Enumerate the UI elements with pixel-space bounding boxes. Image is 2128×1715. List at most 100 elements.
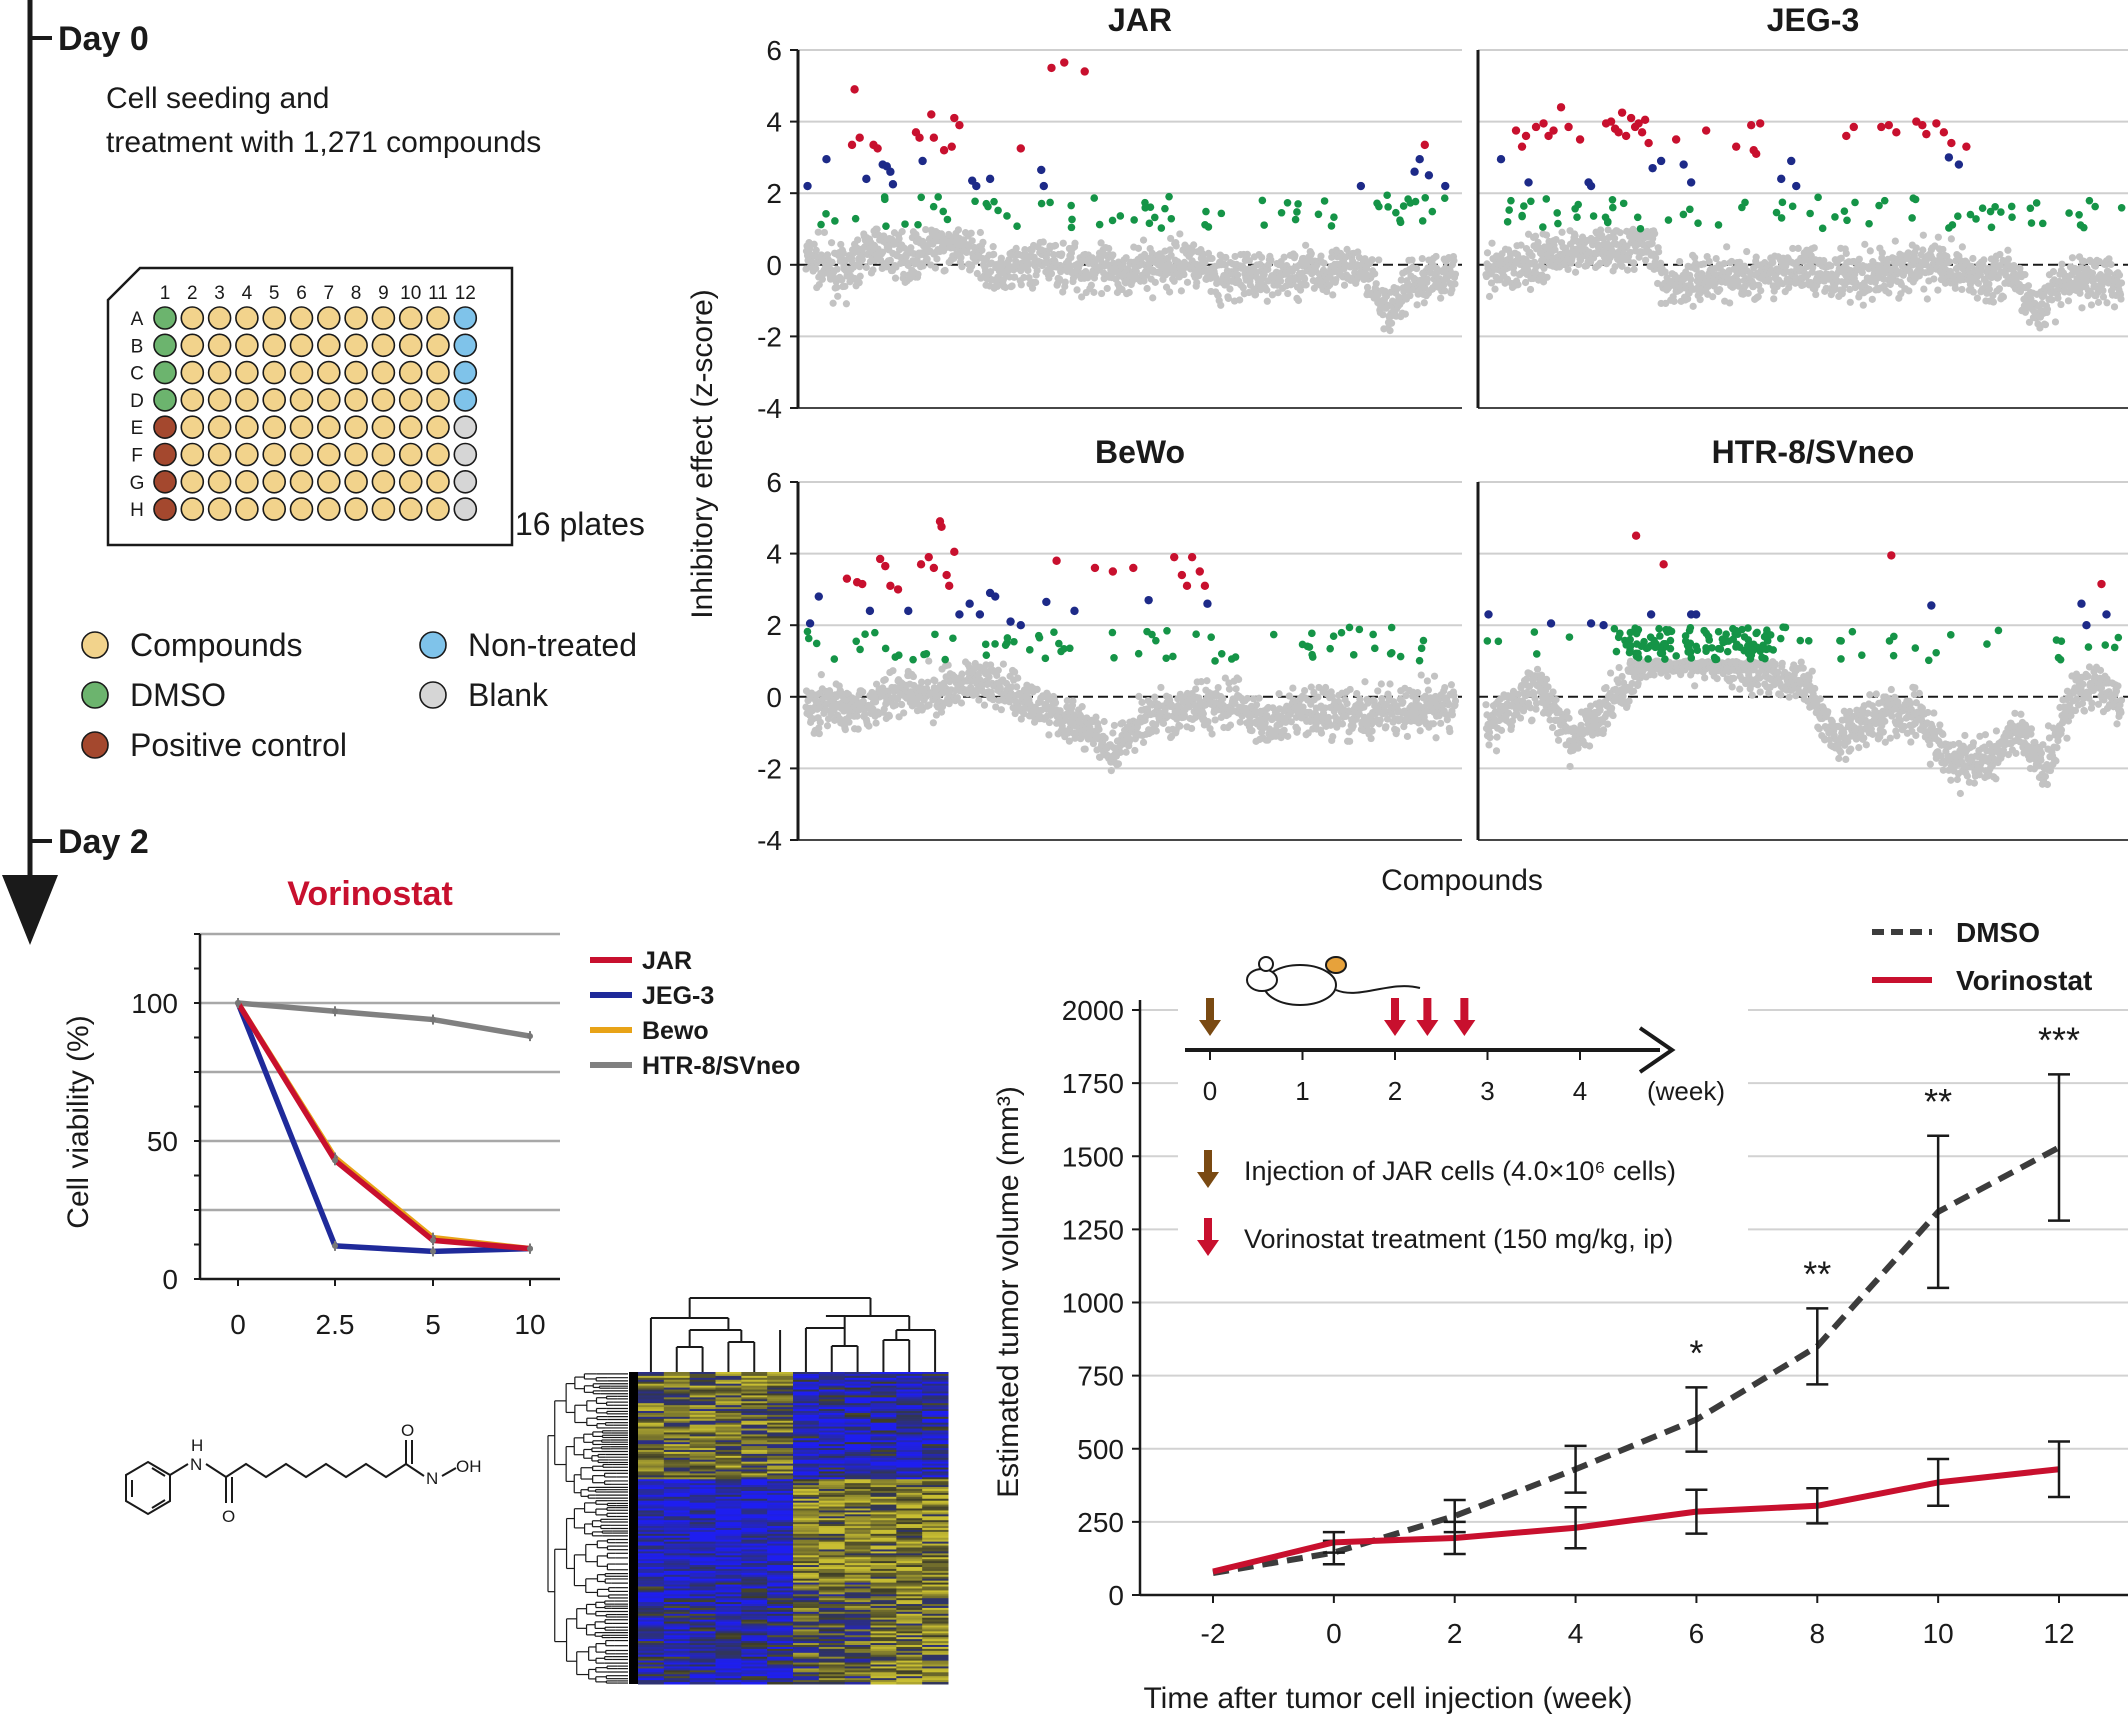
compound-point — [2117, 279, 2126, 287]
compound-point — [997, 706, 1005, 714]
compound-point — [834, 292, 842, 300]
compound-point — [872, 719, 880, 727]
compound-point — [1058, 250, 1066, 258]
compound-point-blue — [1356, 181, 1366, 191]
compound-point — [1013, 683, 1021, 691]
compound-point-green — [1411, 197, 1420, 206]
compound-point — [1611, 234, 1619, 242]
compound-point — [1201, 258, 1209, 267]
plate-well — [235, 442, 259, 467]
compound-point — [1947, 235, 1955, 243]
compound-point-green — [1404, 195, 1412, 203]
plate-well — [453, 306, 478, 330]
compound-point-green — [1840, 207, 1849, 215]
compound-point — [1691, 682, 1699, 690]
compound-point — [1325, 713, 1333, 722]
plate-well — [426, 469, 450, 494]
compound-point-green — [1392, 208, 1400, 217]
compound-point — [818, 275, 826, 283]
compound-point — [975, 696, 983, 704]
compound-point — [1291, 252, 1299, 260]
compound-point — [1712, 254, 1720, 263]
compound-point-green — [984, 202, 992, 211]
compound-point-green — [1130, 216, 1138, 224]
compound-point — [1109, 729, 1117, 737]
compound-point-green — [1003, 212, 1011, 220]
compound-point — [1549, 688, 1557, 696]
compound-point-green — [1503, 218, 1512, 226]
plate-well — [371, 415, 396, 440]
compound-point-green — [1217, 209, 1226, 218]
compound-point-red — [950, 113, 959, 123]
compound-point — [2064, 297, 2073, 305]
scatter-points — [802, 517, 1460, 775]
compound-point — [1625, 697, 1633, 705]
compound-point — [994, 666, 1002, 674]
compound-point-blue — [1656, 156, 1666, 166]
compound-point — [1109, 251, 1117, 259]
panel-title: BeWo — [1095, 434, 1185, 470]
compound-point — [1730, 674, 1738, 682]
compound-point — [1289, 684, 1297, 692]
compound-point-green — [1068, 215, 1076, 224]
compound-point — [917, 678, 926, 686]
compound-point — [1437, 294, 1445, 302]
plate-well — [398, 442, 423, 467]
compound-point — [827, 239, 836, 247]
plate-well — [207, 442, 232, 467]
compound-point-green — [2008, 213, 2016, 221]
compound-point — [856, 263, 864, 271]
compound-point — [933, 255, 941, 263]
compound-point — [1139, 738, 1148, 746]
scatter-points — [1482, 103, 2126, 332]
compound-point — [1280, 253, 1288, 261]
plate-well — [453, 360, 478, 385]
compound-point — [1103, 284, 1111, 293]
y-tick-label: -4 — [757, 825, 782, 856]
compound-point-green — [1329, 632, 1338, 640]
compound-point — [900, 270, 908, 278]
compound-point — [1368, 727, 1376, 735]
plate-col-label: 11 — [428, 283, 448, 304]
compound-point — [891, 274, 900, 282]
compound-point — [1676, 258, 1684, 266]
compound-point — [2068, 254, 2077, 262]
plate-well — [426, 306, 450, 330]
scatter-panel: JEG-3 — [1476, 2, 2128, 409]
compound-point-green — [1880, 196, 1889, 205]
compound-point — [1696, 295, 1704, 304]
compound-point — [1611, 262, 1619, 271]
plate-well — [344, 415, 368, 440]
compound-point-red — [1182, 581, 1192, 591]
compound-point — [1132, 267, 1140, 276]
compound-point-green — [2026, 204, 2035, 213]
compound-point — [1239, 284, 1247, 292]
compound-point-red — [950, 547, 959, 557]
compound-point-green — [2038, 219, 2047, 228]
plate-well — [371, 442, 396, 467]
compound-point-green — [1539, 223, 1547, 231]
plate-col-label: 5 — [269, 283, 280, 304]
compound-point — [1152, 727, 1160, 735]
compound-point-green — [1369, 630, 1377, 639]
compound-point-green — [822, 210, 830, 218]
compound-point-green — [1440, 194, 1449, 202]
compound-point-green — [1664, 216, 1673, 224]
compound-point — [907, 244, 915, 252]
plate-well — [398, 388, 423, 412]
compound-point-green — [1095, 220, 1104, 229]
compound-point-green — [1505, 206, 1513, 214]
compound-point — [1248, 727, 1256, 735]
compound-point — [1418, 254, 1426, 263]
compound-point — [997, 254, 1005, 262]
compound-point — [929, 719, 937, 727]
compound-point-green — [1167, 214, 1176, 223]
compound-point — [1255, 694, 1263, 702]
compound-point-green — [2027, 219, 2036, 227]
plate-well — [180, 497, 205, 521]
compound-point-green — [1396, 218, 1405, 227]
seeding-line1: Cell seeding and — [106, 82, 330, 115]
compound-point-red — [855, 133, 864, 142]
compound-point — [1284, 289, 1292, 298]
compound-point-red — [1640, 115, 1650, 125]
